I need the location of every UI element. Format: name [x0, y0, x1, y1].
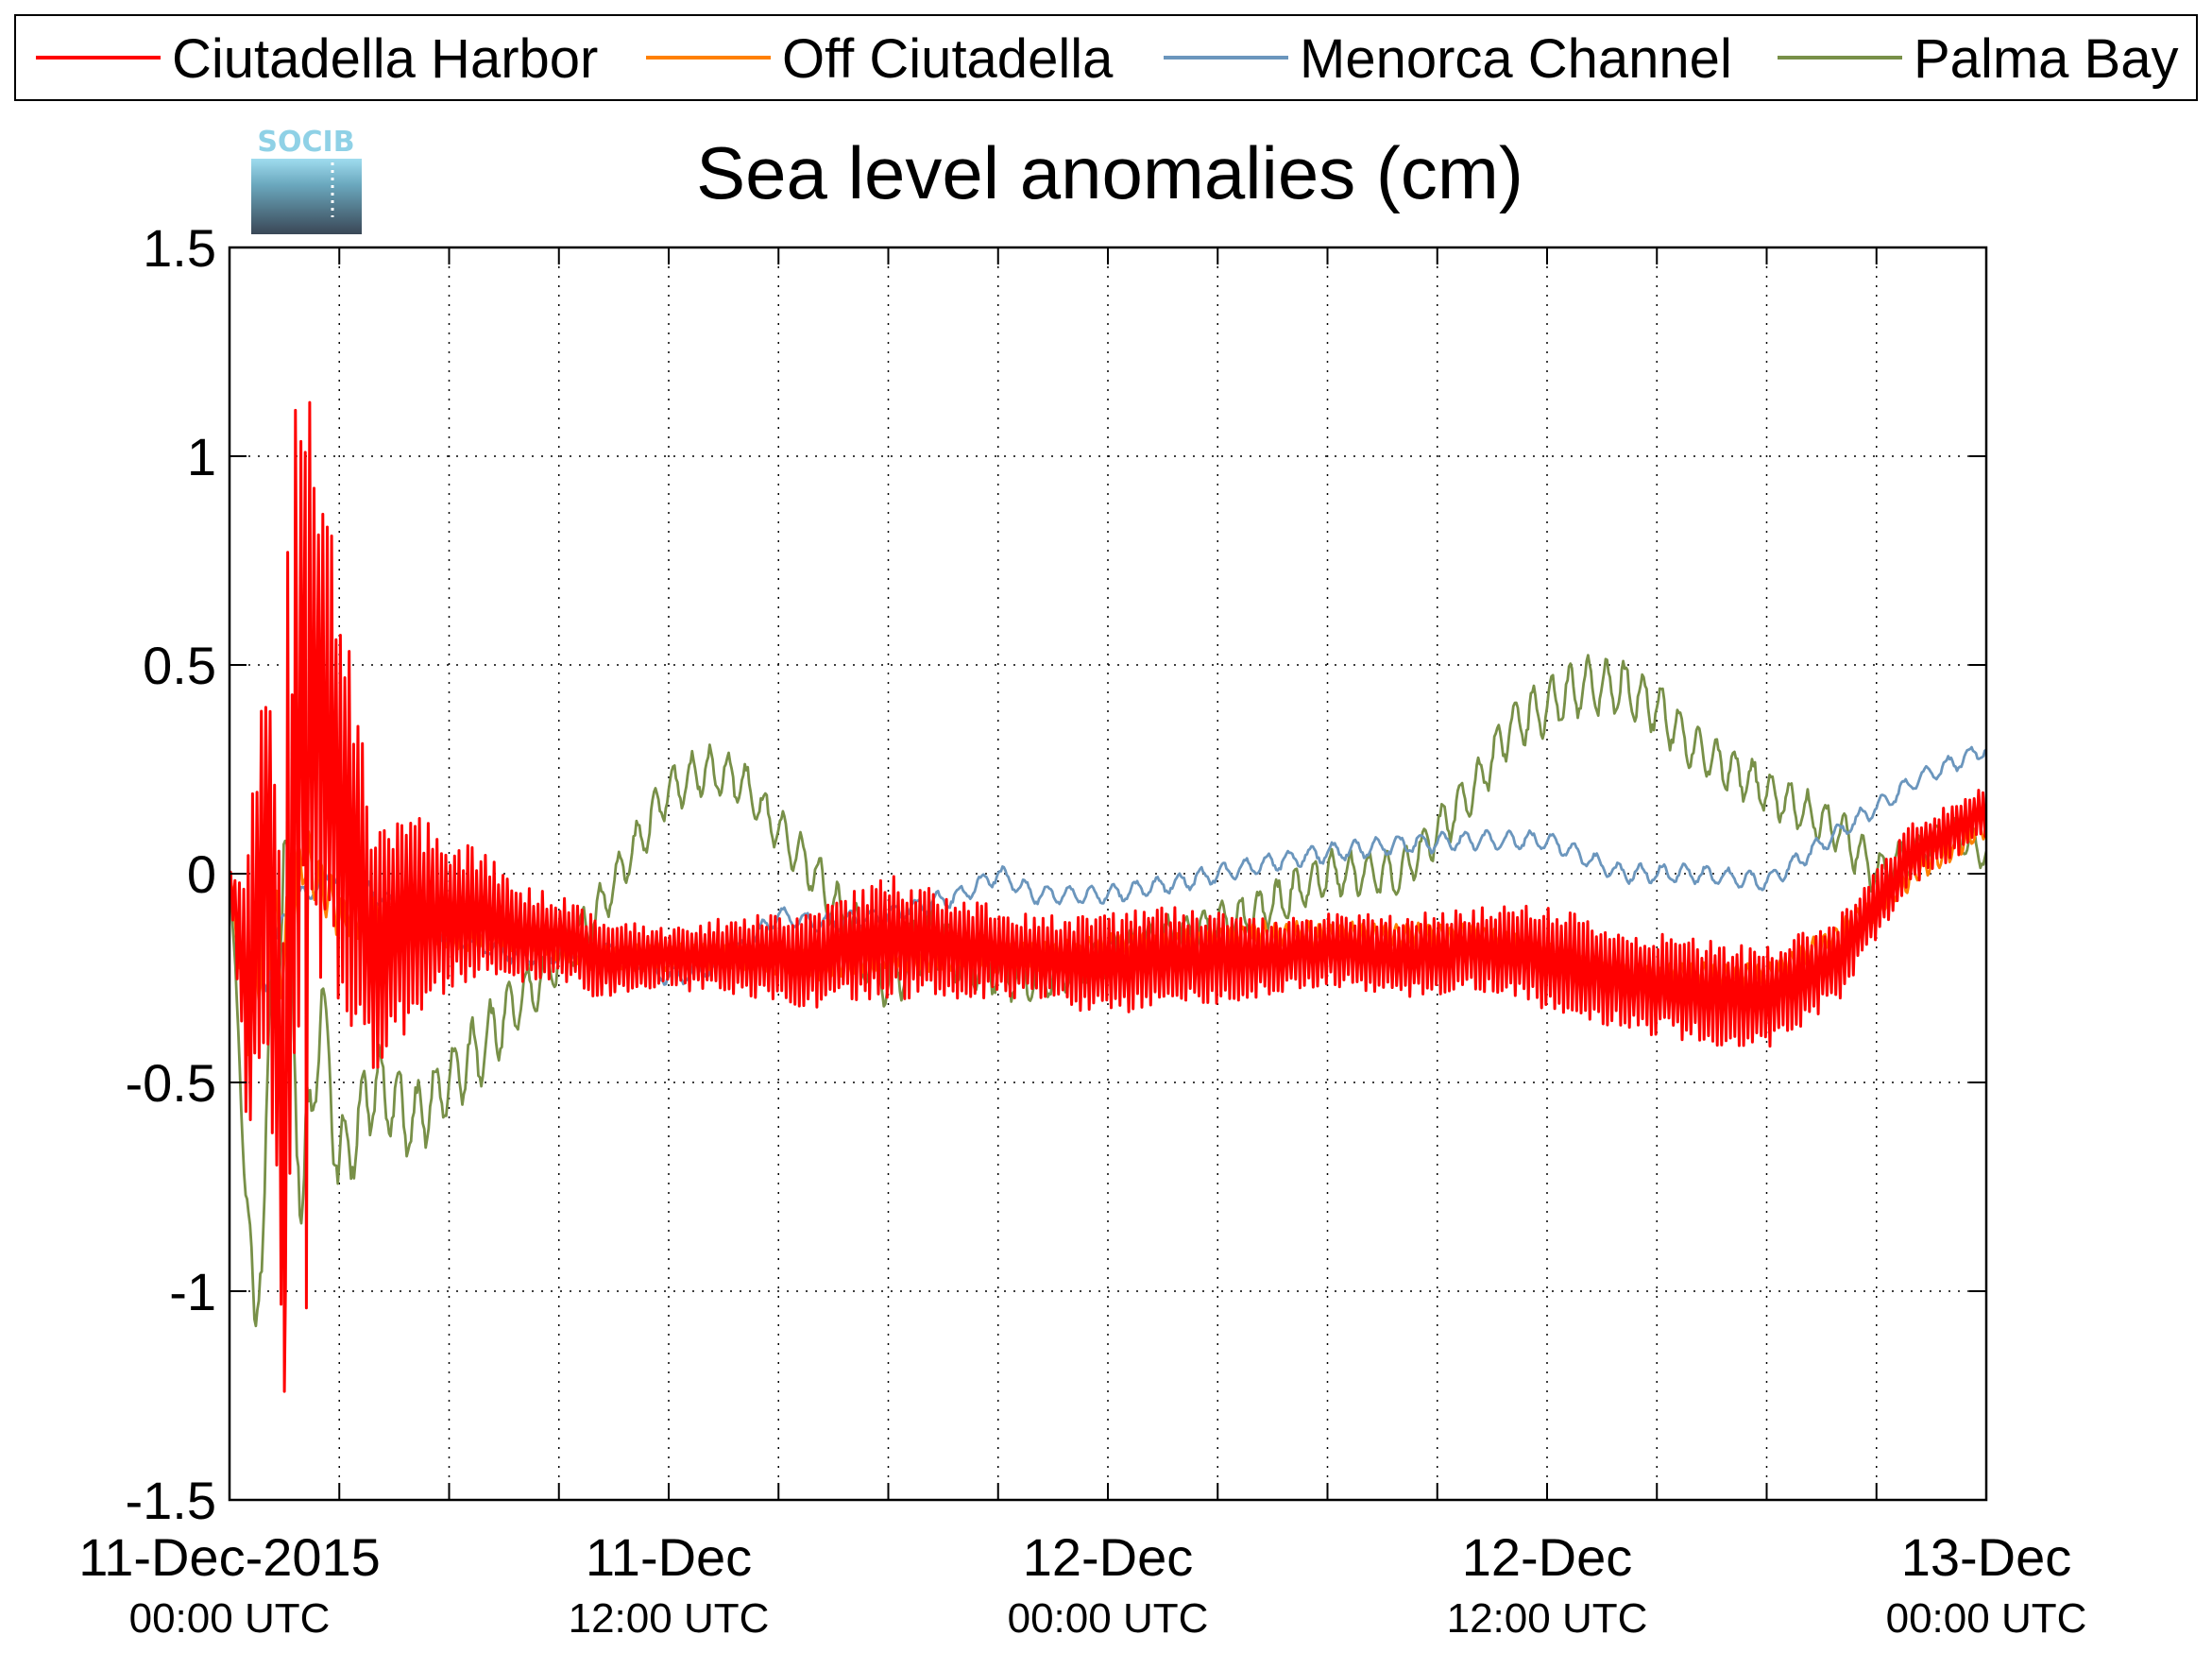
- x-tick-time-3: 12:00 UTC: [1447, 1595, 1648, 1642]
- y-tick-label-1: -1: [169, 1262, 216, 1321]
- axis-ticks: [230, 247, 1986, 1501]
- x-tick-time-4: 00:00 UTC: [1886, 1595, 2087, 1642]
- y-tick-label-3: 0: [187, 844, 216, 904]
- y-tick-label-0: -1.5: [126, 1471, 217, 1530]
- legend-label-2: Menorca Channel: [1300, 28, 1732, 90]
- socib-logo: SOCIB: [251, 126, 362, 234]
- series-line-0: [230, 400, 1986, 1393]
- series-lines: [230, 400, 1986, 1393]
- x-tick-time-1: 12:00 UTC: [569, 1595, 770, 1642]
- x-tick-date-3: 12-Dec: [1462, 1527, 1633, 1587]
- legend-items: Ciutadella Harbor Off Ciutadella Menorca C…: [36, 28, 2178, 90]
- legend-label-3: Palma Bay: [1914, 28, 2178, 90]
- x-tick-date-2: 12-Dec: [1023, 1527, 1194, 1587]
- logo-block: [251, 159, 362, 234]
- x-tick-date-0: 11-Dec-2015: [78, 1527, 381, 1587]
- y-axis-labels: -1.5 -1 -0.5 0 0.5 1 1.5: [126, 218, 217, 1530]
- logo-text: SOCIB: [257, 126, 354, 159]
- chart-title: Sea level anomalies (cm): [696, 131, 1523, 214]
- y-tick-label-5: 1: [187, 427, 216, 486]
- y-tick-label-2: -0.5: [126, 1053, 217, 1113]
- x-tick-date-4: 13-Dec: [1901, 1527, 2072, 1587]
- y-tick-label-4: 0.5: [143, 636, 216, 695]
- grid-lines: [230, 247, 1986, 1501]
- legend-label-0: Ciutadella Harbor: [172, 28, 598, 90]
- legend-label-1: Off Ciutadella: [782, 28, 1114, 90]
- x-tick-time-0: 00:00 UTC: [129, 1595, 331, 1642]
- x-tick-date-1: 11-Dec: [586, 1527, 752, 1587]
- x-tick-time-2: 00:00 UTC: [1008, 1595, 1209, 1642]
- x-axis-labels: 11-Dec-2015 00:00 UTC 11-Dec 12:00 UTC 12-De…: [78, 1527, 2086, 1642]
- y-tick-label-6: 1.5: [143, 218, 216, 278]
- legend: Ciutadella Harbor Off Ciutadella Menorca C…: [14, 14, 2198, 101]
